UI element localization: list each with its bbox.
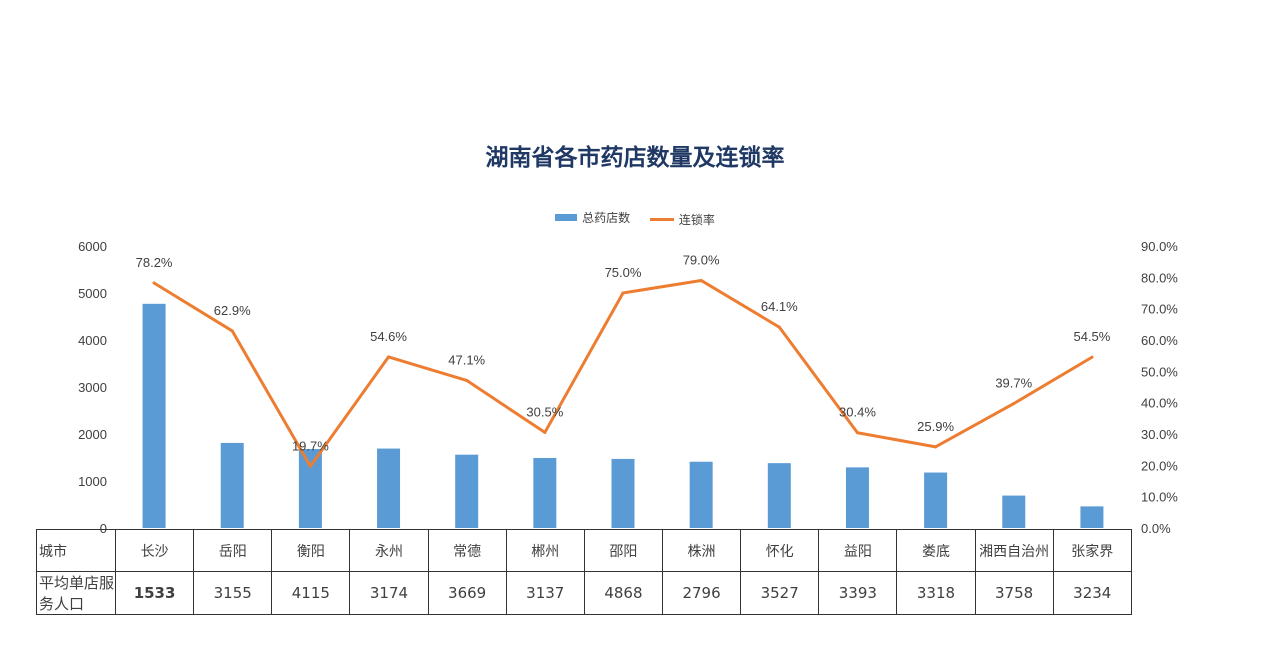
- line-data-label: 30.5%: [526, 404, 563, 419]
- y-left-tick-label: 4000: [78, 333, 107, 348]
- line-point-益阳: [855, 431, 859, 435]
- line-data-label: 19.7%: [292, 438, 329, 453]
- city-cell: 益阳: [818, 529, 898, 572]
- city-cell: 株洲: [661, 529, 742, 572]
- line-data-label: 54.6%: [370, 329, 407, 344]
- city-cell: 湘西自治州: [974, 529, 1054, 572]
- line-point-常德: [465, 378, 469, 382]
- line-data-label: 30.4%: [839, 405, 876, 420]
- bar-株洲: [689, 461, 713, 528]
- y-left-tick-label: 0: [100, 521, 107, 536]
- city-cell: 永州: [349, 529, 429, 572]
- line-point-郴州: [543, 430, 547, 434]
- y-right-tick-label: 80.0%: [1141, 270, 1178, 285]
- population-cell: 3758: [974, 571, 1054, 615]
- y-right-tick-label: 20.0%: [1141, 458, 1178, 473]
- bar-长沙: [142, 303, 166, 528]
- legend: 总药店数 连锁率: [0, 209, 1270, 228]
- population-cell: 3155: [193, 571, 273, 615]
- city-cell: 怀化: [740, 529, 820, 572]
- line-data-label: 39.7%: [995, 376, 1032, 391]
- y-left-tick-label: 3000: [78, 380, 107, 395]
- line-data-label: 47.1%: [448, 352, 485, 367]
- bar-常德: [455, 454, 479, 528]
- bar-岳阳: [220, 442, 244, 528]
- legend-item-bar: 总药店数: [555, 209, 630, 226]
- y-right-tick-label: 0.0%: [1141, 521, 1171, 536]
- legend-item-line: 连锁率: [649, 211, 715, 228]
- population-row: 平均单店服务人口 1533 3155 4115 3174 3669 3137 4868 279…: [36, 571, 1132, 615]
- population-cell: 3669: [427, 571, 507, 615]
- line-point-张家界: [1090, 355, 1094, 359]
- city-cell: 张家界: [1052, 529, 1132, 572]
- chart-title: 湖南省各市药店数量及连锁率: [485, 145, 785, 171]
- bar-怀化: [767, 463, 791, 528]
- line-point-娄底: [934, 445, 938, 449]
- bar-郴州: [533, 457, 557, 528]
- city-cell: 娄底: [896, 529, 976, 572]
- city-cell: 邵阳: [583, 529, 663, 572]
- population-cell: 3137: [505, 571, 585, 615]
- y-left-tick-label: 1000: [78, 474, 107, 489]
- city-row-header: 城市: [36, 529, 116, 572]
- line-data-label: 25.9%: [917, 419, 954, 434]
- y-right-tick-label: 50.0%: [1141, 364, 1178, 379]
- city-cell: 长沙: [114, 529, 195, 572]
- population-cell: 3234: [1052, 571, 1132, 615]
- bar-永州: [377, 448, 401, 528]
- line-data-label: 54.5%: [1073, 329, 1110, 344]
- line-point-衡阳: [308, 464, 312, 468]
- y-right-tick-label: 90.0%: [1141, 239, 1178, 254]
- line-data-label: 64.1%: [761, 299, 798, 314]
- bar-娄底: [924, 472, 948, 528]
- population-cell: 1533: [114, 571, 195, 615]
- legend-bar-swatch: [555, 214, 578, 221]
- bar-益阳: [845, 467, 869, 528]
- line-point-长沙: [152, 281, 156, 285]
- y-right-tick-label: 40.0%: [1141, 396, 1178, 411]
- city-cell: 常德: [427, 529, 507, 572]
- population-row-header: 平均单店服务人口: [36, 571, 116, 615]
- y-right-tick-label: 70.0%: [1141, 302, 1178, 317]
- population-cell: 3174: [349, 571, 429, 615]
- city-cell: 岳阳: [193, 529, 273, 572]
- line-point-湘西自治州: [1012, 402, 1016, 406]
- population-cell: 3393: [818, 571, 898, 615]
- population-cell: 4868: [583, 571, 663, 615]
- bar-湘西自治州: [1002, 495, 1026, 528]
- city-row: 城市 长沙 岳阳 衡阳 永州 常德 郴州 邵阳 株洲 怀化 益阳 娄底 湘西自治州 张家界: [36, 529, 1132, 572]
- line-point-岳阳: [230, 329, 234, 333]
- line-point-株洲: [699, 278, 703, 282]
- y-right-tick-label: 60.0%: [1141, 333, 1178, 348]
- city-cell: 郴州: [505, 529, 585, 572]
- city-cell: 衡阳: [271, 529, 351, 572]
- line-data-label: 75.0%: [605, 265, 642, 280]
- line-data-label: 78.2%: [136, 255, 173, 270]
- population-cell: 3527: [740, 571, 820, 615]
- y-left-tick-label: 2000: [78, 427, 107, 442]
- y-right-tick-label: 30.0%: [1141, 427, 1178, 442]
- bar-张家界: [1080, 506, 1104, 528]
- line-data-label: 62.9%: [214, 303, 251, 318]
- y-left-tick-label: 6000: [78, 239, 107, 254]
- bar-邵阳: [611, 458, 635, 528]
- y-right-tick-label: 10.0%: [1141, 490, 1178, 505]
- population-cell: 3318: [896, 571, 976, 615]
- line-point-怀化: [777, 325, 781, 329]
- y-left-tick-label: 5000: [78, 286, 107, 301]
- data-table: 城市 长沙 岳阳 衡阳 永州 常德 郴州 邵阳 株洲 怀化 益阳 娄底 湘西自治州 张家界 平均单店服务…: [36, 529, 1132, 615]
- bar-衡阳: [298, 449, 322, 528]
- population-cell: 4115: [271, 571, 351, 615]
- line-data-label: 79.0%: [683, 252, 720, 267]
- population-cell: 2796: [661, 571, 742, 615]
- legend-bar-label: 总药店数: [582, 211, 631, 225]
- legend-line-label: 连锁率: [678, 213, 715, 227]
- legend-line-swatch: [649, 218, 674, 221]
- line-point-邵阳: [621, 291, 625, 295]
- line-point-永州: [387, 355, 391, 359]
